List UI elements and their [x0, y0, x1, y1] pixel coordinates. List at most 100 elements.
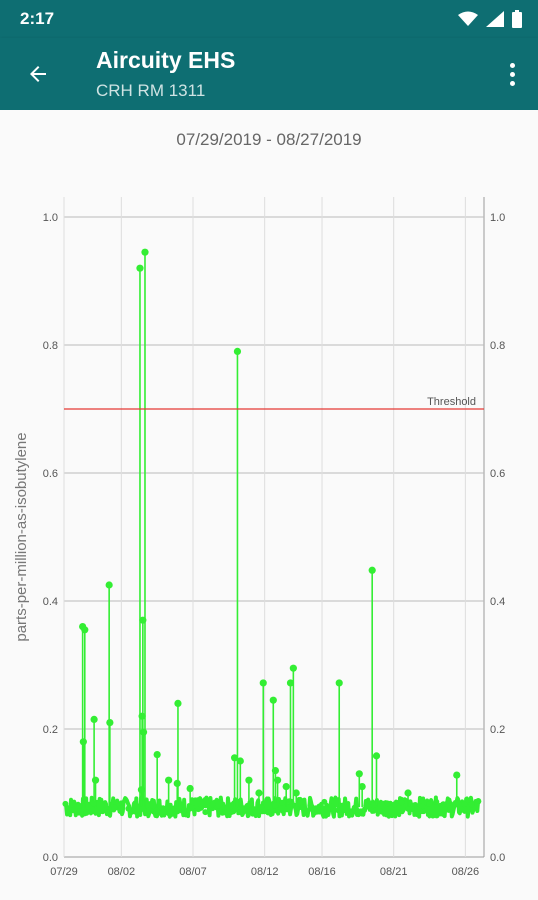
series-line — [62, 248, 482, 819]
data-point — [139, 616, 147, 624]
y-axis-left: 0.0 0.2 0.4 0.6 0.8 1.0 — [43, 212, 58, 864]
data-point — [174, 699, 182, 708]
data-point — [404, 789, 412, 797]
data-point — [81, 626, 89, 634]
data-point — [245, 776, 253, 784]
data-point — [289, 664, 297, 672]
x-tick-label: 08/07 — [179, 866, 207, 878]
data-point — [216, 808, 223, 815]
y-tick-label-right: 0.6 — [490, 468, 505, 480]
data-point — [335, 807, 342, 814]
data-point — [265, 809, 272, 816]
x-tick-label: 08/21 — [380, 866, 408, 878]
y-axis-right: 0.0 0.2 0.4 0.6 0.8 1.0 — [490, 212, 505, 864]
data-point — [433, 798, 440, 805]
data-point — [440, 801, 447, 808]
back-button[interactable] — [18, 54, 58, 94]
series-baseline — [63, 795, 482, 819]
y-tick-label-right: 1.0 — [490, 212, 505, 224]
y-tick-label-left: 0.2 — [43, 724, 58, 736]
data-point — [138, 712, 146, 720]
data-point — [230, 808, 237, 815]
data-point — [271, 767, 280, 775]
x-tick-label: 08/02 — [108, 866, 136, 878]
data-point — [328, 803, 335, 810]
data-point — [62, 800, 69, 807]
wifi-icon — [458, 11, 478, 26]
data-point — [273, 776, 282, 784]
y-tick-label-left: 1.0 — [43, 212, 58, 224]
data-point — [188, 804, 195, 811]
data-point — [79, 738, 87, 746]
data-point — [69, 801, 76, 808]
data-point — [426, 800, 433, 807]
y-tick-label-right: 0.4 — [490, 596, 505, 608]
data-point — [412, 802, 419, 809]
data-point — [368, 566, 376, 574]
data-point — [391, 801, 398, 808]
data-point — [377, 807, 384, 814]
data-point — [209, 801, 216, 808]
data-point — [272, 802, 279, 809]
y-tick-label-right: 0.8 — [490, 340, 505, 352]
data-point — [405, 805, 412, 812]
data-point — [132, 808, 139, 815]
data-point — [398, 799, 405, 806]
overflow-menu-button[interactable] — [498, 56, 526, 92]
data-point — [153, 807, 160, 814]
app-bar: Aircuity EHS CRH RM 1311 — [0, 38, 538, 110]
data-point — [258, 803, 265, 810]
data-point — [259, 679, 267, 687]
data-point — [244, 802, 251, 809]
data-point — [358, 783, 366, 791]
data-point — [321, 798, 328, 805]
status-time: 2:17 — [20, 9, 55, 28]
x-tick-label: 08/26 — [452, 866, 480, 878]
data-point — [125, 805, 132, 812]
data-point — [83, 809, 90, 816]
data-point — [146, 807, 153, 814]
data-point — [342, 804, 349, 811]
data-point — [174, 808, 181, 815]
data-point — [104, 809, 111, 816]
data-point — [202, 809, 209, 816]
data-point — [111, 804, 118, 811]
status-bar: 2:17 — [0, 0, 538, 38]
x-tick-label: 08/12 — [251, 866, 279, 878]
data-point — [292, 789, 300, 797]
app-title: Aircuity EHS — [96, 47, 236, 73]
data-point — [90, 715, 98, 724]
app-subtitle: CRH RM 1311 — [96, 81, 206, 100]
data-point — [237, 809, 244, 816]
data-point — [160, 808, 167, 815]
data-point — [195, 806, 202, 813]
battery-icon — [512, 10, 522, 28]
date-range: 07/29/2019 - 08/27/2019 — [176, 130, 362, 149]
signal-icon — [486, 11, 504, 27]
sensor-chart[interactable]: 0.0 0.2 0.4 0.6 0.8 1.0 0.0 0.2 0.4 0.6 0.8 1.0 07… — [0, 110, 538, 900]
data-point — [384, 800, 391, 807]
data-point — [223, 809, 230, 816]
threshold-line: Threshold — [64, 396, 484, 410]
data-point — [233, 347, 242, 355]
y-tick-label-left: 0.0 — [43, 852, 58, 864]
data-point — [335, 679, 343, 687]
data-point — [105, 581, 113, 589]
y-tick-label-left: 0.4 — [43, 596, 58, 608]
status-icons — [458, 9, 522, 29]
data-point — [355, 770, 363, 778]
y-tick-label-right: 0.0 — [490, 852, 505, 864]
data-point — [349, 809, 356, 816]
data-point — [363, 802, 370, 809]
more-vert-icon — [509, 62, 515, 68]
data-point — [76, 802, 83, 809]
data-point — [139, 805, 146, 812]
data-point — [251, 806, 258, 813]
data-point — [167, 808, 174, 815]
data-point — [475, 797, 482, 804]
data-point — [468, 801, 475, 808]
y-axis-label: parts-per-million-as-isobutylene — [13, 432, 30, 641]
data-point — [173, 779, 181, 788]
y-tick-label-left: 0.8 — [43, 340, 58, 352]
y-tick-label-left: 0.6 — [43, 468, 58, 480]
